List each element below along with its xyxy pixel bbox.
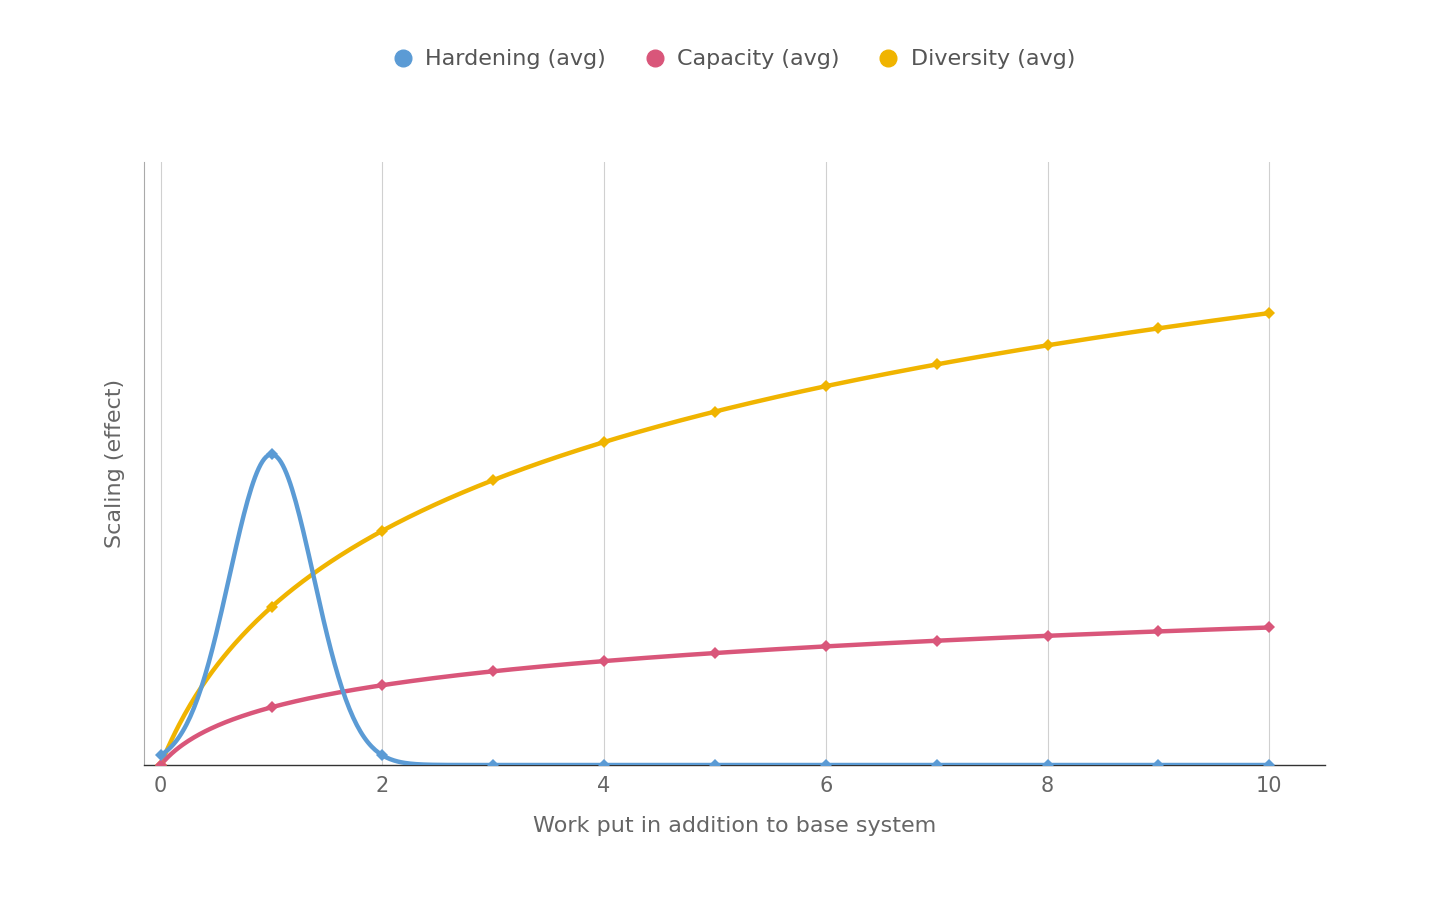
Y-axis label: Scaling (effect): Scaling (effect) [105, 379, 124, 548]
Legend: Hardening (avg), Capacity (avg), Diversity (avg): Hardening (avg), Capacity (avg), Diversi… [384, 40, 1084, 78]
X-axis label: Work put in addition to base system: Work put in addition to base system [533, 815, 936, 835]
